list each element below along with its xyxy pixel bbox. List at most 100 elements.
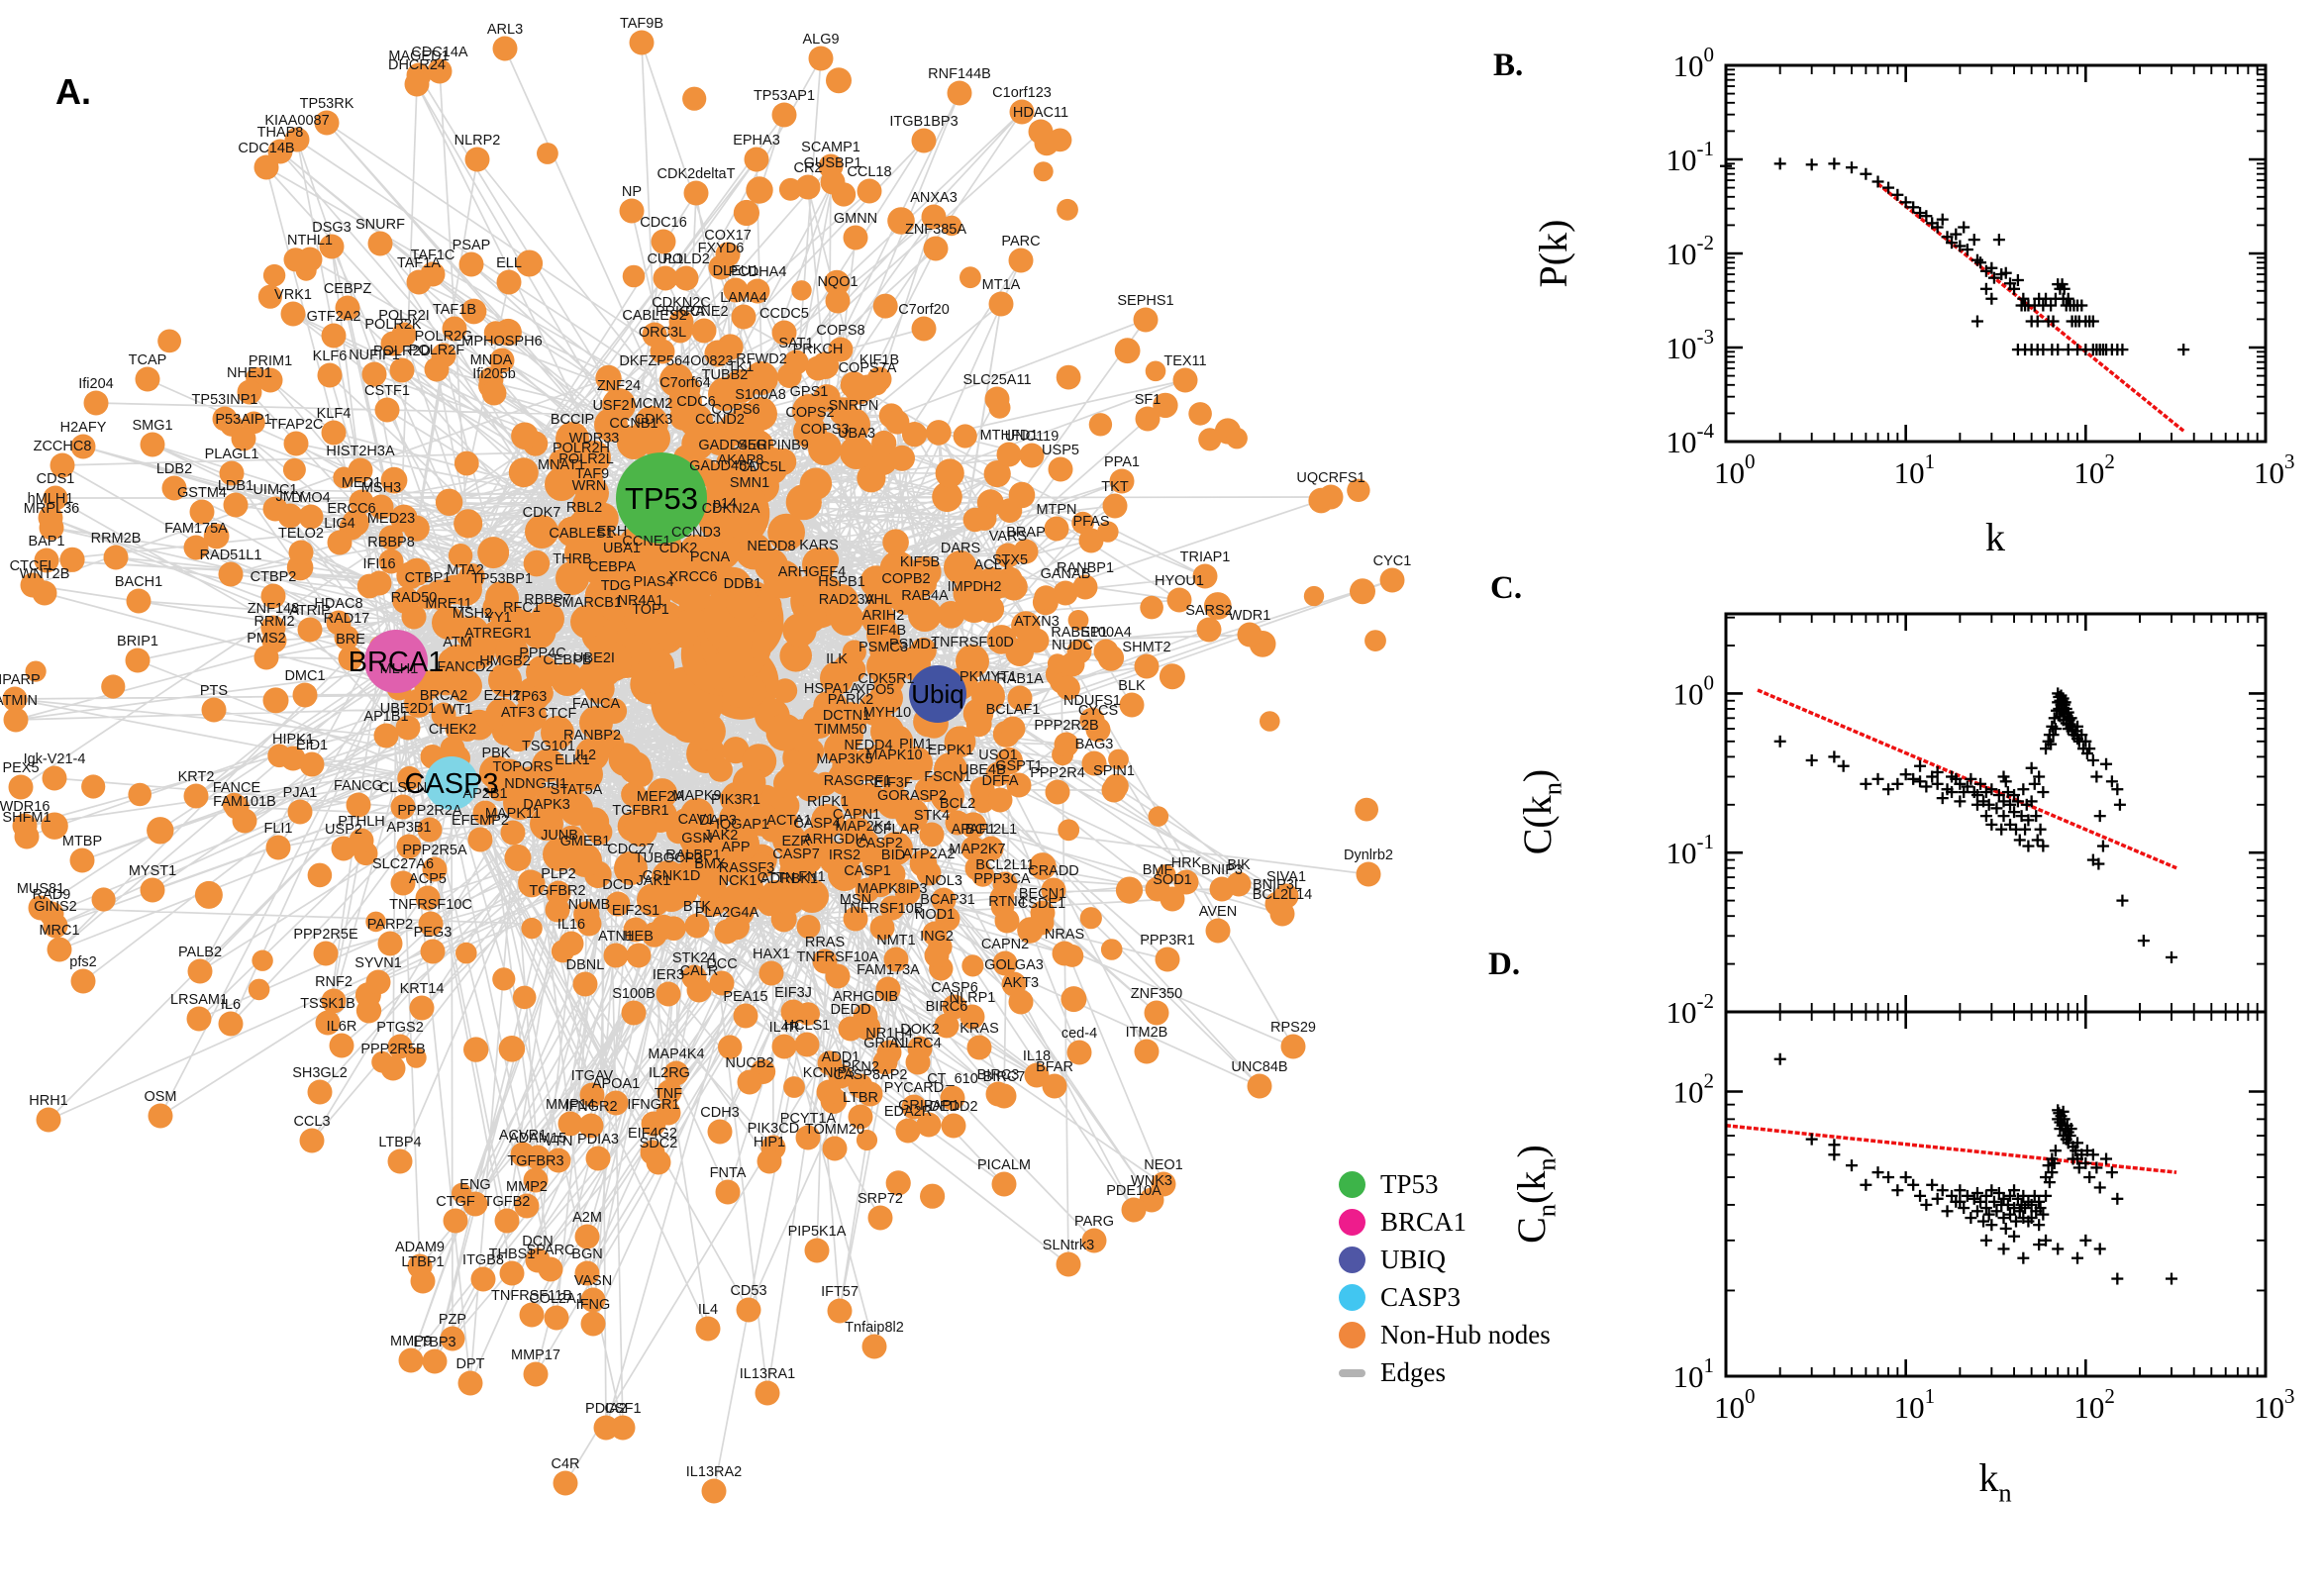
svg-text:RASGRF1: RASGRF1 (824, 773, 892, 789)
svg-text:TFAP2C: TFAP2C (269, 417, 324, 433)
svg-text:TAF9: TAF9 (575, 466, 609, 482)
svg-text:PZP: PZP (439, 1312, 466, 1328)
svg-text:CDK7: CDK7 (523, 505, 561, 521)
svg-text:CCDC5: CCDC5 (759, 306, 809, 322)
svg-text:BAP1: BAP1 (28, 534, 64, 549)
svg-text:ATRIP: ATRIP (289, 603, 331, 619)
svg-text:PJA1: PJA1 (283, 785, 318, 801)
svg-text:PKN2: PKN2 (842, 1059, 879, 1075)
svg-text:BRCA1: BRCA1 (349, 647, 445, 678)
svg-text:PARG: PARG (1074, 1214, 1114, 1230)
svg-text:UIMC1: UIMC1 (252, 482, 297, 498)
svg-text:APP: APP (721, 840, 750, 855)
svg-text:ALG9: ALG9 (802, 32, 839, 48)
svg-text:CASP4: CASP4 (793, 816, 841, 832)
svg-text:SYVN1: SYVN1 (354, 955, 402, 971)
svg-text:RANBP1: RANBP1 (1057, 560, 1114, 576)
svg-text:MAPK8IP3: MAPK8IP3 (858, 881, 928, 897)
svg-text:PSAP: PSAP (453, 238, 491, 253)
svg-text:BNIP3L: BNIP3L (1253, 877, 1302, 893)
svg-text:H2AFY: H2AFY (60, 420, 107, 436)
svg-text:CDC14A: CDC14A (411, 45, 468, 60)
svg-text:NEDD8: NEDD8 (747, 539, 795, 554)
svg-text:PICALM: PICALM (977, 1157, 1031, 1173)
svg-text:KRT2: KRT2 (178, 769, 215, 785)
svg-text:PTGS2: PTGS2 (376, 1020, 424, 1036)
svg-text:LTBP4: LTBP4 (378, 1135, 421, 1150)
svg-text:DPT: DPT (456, 1356, 485, 1372)
svg-text:CAPN2: CAPN2 (981, 937, 1029, 952)
svg-text:PLA2G4A: PLA2G4A (695, 905, 759, 921)
svg-text:ARL3: ARL3 (487, 22, 523, 38)
svg-text:IFI16: IFI16 (362, 556, 395, 572)
svg-text:TEX11: TEX11 (1163, 353, 1206, 369)
svg-text:CAPN1: CAPN1 (833, 807, 880, 823)
svg-text:PTS: PTS (200, 683, 228, 699)
legend-label: BRCA1 (1380, 1207, 1467, 1237)
svg-text:PEA15: PEA15 (723, 989, 767, 1005)
svg-text:DCC: DCC (706, 956, 737, 972)
svg-text:CCNE2: CCNE2 (679, 304, 728, 320)
svg-text:PDE10A: PDE10A (1106, 1183, 1162, 1199)
svg-text:ADRBK1: ADRBK1 (760, 871, 818, 887)
svg-text:Igk-V21-4: Igk-V21-4 (24, 751, 86, 767)
svg-text:JMY: JMY (276, 489, 305, 505)
legend-label: TP53 (1380, 1169, 1439, 1199)
svg-text:SMN1: SMN1 (730, 475, 769, 491)
plot-frame (1724, 63, 2268, 444)
svg-text:DEDD2: DEDD2 (929, 1099, 977, 1115)
svg-text:KIF1B: KIF1B (859, 352, 899, 368)
svg-text:MTA2: MTA2 (447, 562, 484, 578)
svg-text:ITM2B: ITM2B (1126, 1025, 1168, 1041)
svg-text:BGN: BGN (571, 1247, 602, 1262)
svg-text:DDB1: DDB1 (724, 576, 762, 592)
svg-text:PKMYT1: PKMYT1 (960, 669, 1017, 685)
svg-text:CFLAR: CFLAR (872, 822, 920, 838)
svg-text:ATF3: ATF3 (501, 705, 535, 721)
svg-text:CASP2: CASP2 (856, 836, 903, 851)
svg-text:NQO1: NQO1 (817, 274, 858, 290)
svg-text:NLRP2: NLRP2 (454, 133, 501, 149)
svg-text:TP53AP1: TP53AP1 (754, 88, 815, 104)
svg-text:NUCB2: NUCB2 (725, 1055, 773, 1071)
svg-text:COPS6: COPS6 (711, 402, 759, 418)
svg-text:BCL2L14: BCL2L14 (1253, 887, 1312, 903)
svg-text:SLC27A6: SLC27A6 (372, 856, 434, 872)
svg-text:FAM101B: FAM101B (213, 794, 276, 810)
svg-text:RFC1: RFC1 (503, 600, 541, 616)
chart-panel-c: 100 10-1 10-2 C(kn) (1515, 612, 2268, 1030)
svg-text:ZNF350: ZNF350 (1131, 986, 1182, 1002)
svg-text:SPARC: SPARC (527, 1243, 575, 1258)
svg-text:FANCD2: FANCD2 (437, 659, 493, 675)
svg-text:NDN: NDN (504, 776, 535, 792)
svg-text:LRSAM1: LRSAM1 (170, 992, 228, 1008)
svg-text:POLR2I: POLR2I (378, 308, 430, 324)
svg-text:NLRC4: NLRC4 (894, 1036, 942, 1051)
svg-text:PPP3R1: PPP3R1 (1140, 933, 1195, 948)
fit-line (1725, 1124, 2177, 1174)
svg-text:BRIP1: BRIP1 (117, 634, 158, 649)
svg-text:ZNF385A: ZNF385A (905, 222, 966, 238)
svg-text:C1orf123: C1orf123 (992, 85, 1052, 101)
svg-text:IFNGR1: IFNGR1 (627, 1097, 679, 1113)
svg-text:TGFB2: TGFB2 (484, 1194, 531, 1210)
svg-text:CALR: CALR (680, 963, 719, 979)
svg-text:COPS7A: COPS7A (839, 360, 897, 376)
svg-text:CDC6: CDC6 (676, 394, 715, 410)
svg-text:MMP2: MMP2 (506, 1179, 548, 1195)
svg-text:IRS2: IRS2 (829, 848, 860, 863)
svg-text:CSDE1: CSDE1 (1018, 896, 1065, 912)
svg-text:PPP3CA: PPP3CA (973, 871, 1031, 887)
svg-text:SPIN1: SPIN1 (1093, 763, 1135, 779)
svg-text:SMARCB1: SMARCB1 (553, 595, 622, 611)
svg-text:CDH3: CDH3 (700, 1105, 739, 1121)
svg-text:LMO4: LMO4 (291, 490, 331, 506)
svg-text:HCLS1: HCLS1 (784, 1018, 831, 1034)
svg-text:MTPN: MTPN (1036, 502, 1076, 518)
svg-text:JUNB: JUNB (541, 828, 578, 844)
svg-text:TNFRSF10B: TNFRSF10B (842, 901, 924, 917)
svg-text:PIAS4: PIAS4 (633, 574, 673, 590)
svg-text:UNC84B: UNC84B (1231, 1059, 1287, 1075)
svg-text:ILK: ILK (826, 651, 848, 667)
panel-b-label: B. (1493, 48, 1524, 83)
